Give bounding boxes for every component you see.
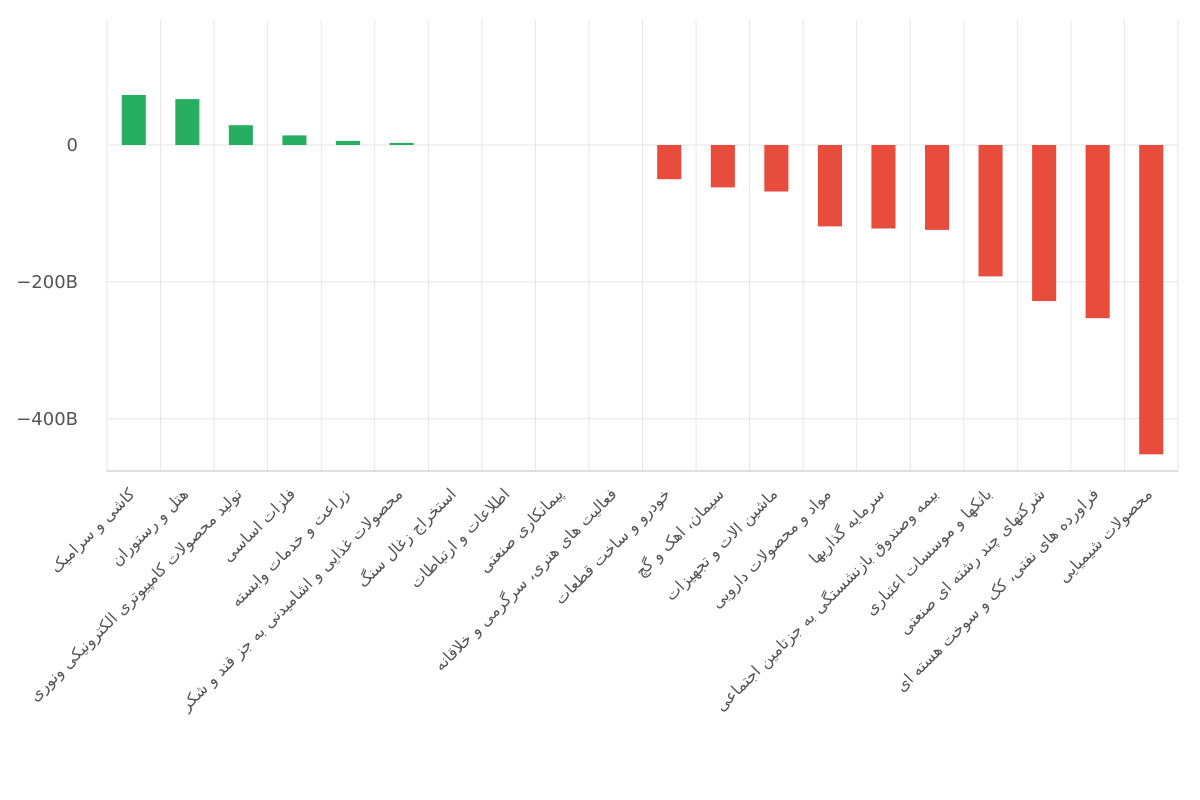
y-axis-ticks: 0 −200B −400B bbox=[16, 135, 1178, 430]
bar[interactable] bbox=[817, 145, 842, 227]
bar[interactable] bbox=[175, 99, 200, 145]
bar[interactable] bbox=[871, 145, 896, 229]
bar[interactable] bbox=[657, 145, 682, 180]
bar[interactable] bbox=[978, 145, 1003, 277]
bar[interactable] bbox=[389, 142, 414, 145]
grid-lines bbox=[106, 20, 1179, 471]
bar[interactable] bbox=[228, 125, 253, 145]
bar[interactable] bbox=[1085, 145, 1110, 319]
x-tick-label: استخراج زغال سنگ bbox=[353, 484, 460, 591]
x-tick-label: اطلاعات و ارتباطات bbox=[406, 484, 514, 592]
x-tick-label: محصولات شیمیایی bbox=[1054, 484, 1157, 587]
bar[interactable] bbox=[764, 145, 789, 192]
bar[interactable] bbox=[335, 140, 360, 145]
bar[interactable] bbox=[925, 145, 950, 230]
bar[interactable] bbox=[121, 95, 146, 145]
bar[interactable] bbox=[1032, 145, 1057, 301]
bar[interactable] bbox=[710, 145, 735, 188]
y-tick-label: −400B bbox=[16, 409, 78, 430]
bar[interactable] bbox=[282, 135, 307, 145]
bars bbox=[121, 95, 1164, 455]
y-tick-label: −200B bbox=[16, 272, 78, 293]
bar[interactable] bbox=[1139, 145, 1164, 455]
y-tick-label: 0 bbox=[67, 135, 78, 156]
